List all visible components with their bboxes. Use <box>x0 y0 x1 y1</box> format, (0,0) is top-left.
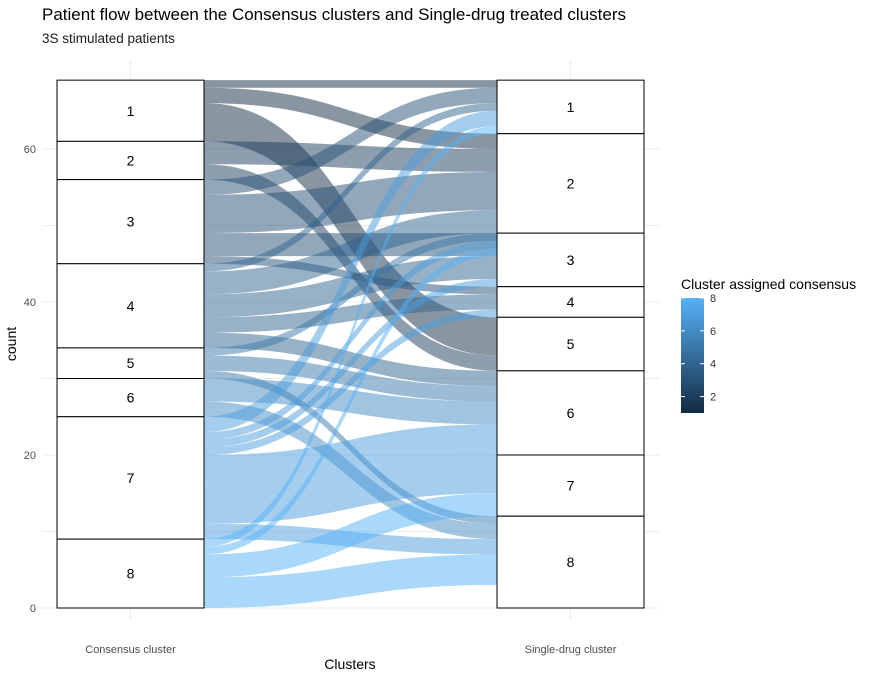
strata: 1 2 3 4 5 6 7 8 1 2 3 4 5 6 7 8 <box>56 79 645 609</box>
stratum-label: 4 <box>127 298 135 314</box>
legend-title: Cluster assigned consensus <box>681 276 856 292</box>
stratum-label: 7 <box>567 478 575 494</box>
flow-ribbon <box>204 233 497 356</box>
flow-ribbon <box>204 210 497 295</box>
stratum-label: 6 <box>127 390 135 406</box>
y-tick-label: 0 <box>30 603 36 615</box>
stratum-label: 2 <box>567 175 575 191</box>
flow-ribbon <box>204 103 497 356</box>
flow-ribbon <box>204 110 497 433</box>
legend-colorbar <box>681 298 704 413</box>
x-tick-label: Single-drug cluster <box>525 644 617 656</box>
stratum-box <box>56 263 205 349</box>
stratum-box <box>496 316 645 372</box>
stratum-label: 6 <box>567 405 575 421</box>
stratum-box <box>496 79 645 135</box>
y-axis: 0 20 40 60 <box>24 144 36 615</box>
chart-title: Patient flow between the Consensus clust… <box>42 5 626 24</box>
stratum-box <box>496 286 645 318</box>
flow-ribbon <box>204 279 497 448</box>
flow-ribbon <box>204 248 497 555</box>
flow-ribbon <box>204 87 497 195</box>
flow-ribbon <box>204 87 497 149</box>
legend-tick-label: 4 <box>710 359 716 371</box>
stratum-box <box>56 79 205 142</box>
stratum-label: 1 <box>127 103 135 119</box>
flow-ribbon <box>204 240 497 440</box>
stratum-label: 8 <box>127 566 135 582</box>
flow-ribbon <box>204 80 497 88</box>
stratum-label: 8 <box>567 554 575 570</box>
x-axis: Consensus cluster Single-drug cluster <box>85 644 616 656</box>
y-tick-label: 40 <box>24 297 36 309</box>
stratum-label: 4 <box>567 294 575 310</box>
legend-tick-label: 6 <box>710 326 716 338</box>
legend-tick-label: 2 <box>710 392 716 404</box>
flow-ribbon <box>204 171 497 234</box>
flow-ribbon <box>204 554 497 608</box>
stratum-label: 3 <box>127 214 135 230</box>
y-axis-title: count <box>3 327 19 361</box>
stratum-label: 3 <box>567 252 575 268</box>
y-tick-label: 60 <box>24 144 36 156</box>
stratum-box <box>56 347 205 379</box>
stratum-box <box>496 370 645 456</box>
chart-subtitle: 3S stimulated patients <box>42 31 175 46</box>
legend-tick-label: 8 <box>710 293 716 305</box>
stratum-box <box>56 538 205 609</box>
flow-ribbon <box>204 126 497 547</box>
stratum-label: 7 <box>127 470 135 486</box>
stratum-box <box>496 232 645 288</box>
stratum-box <box>56 416 205 540</box>
x-axis-title: Clusters <box>324 656 375 672</box>
stratum-label: 1 <box>567 99 575 115</box>
stratum-box <box>496 454 645 517</box>
legend: Cluster assigned consensus 2 4 6 8 <box>681 276 856 413</box>
stratum-label: 5 <box>127 355 135 371</box>
stratum-box <box>56 378 205 418</box>
stratum-box <box>496 133 645 234</box>
flow-ribbon <box>204 294 497 333</box>
flow-ribbons <box>204 80 497 608</box>
stratum-label: 5 <box>567 336 575 352</box>
flow-ribbon <box>204 493 497 578</box>
flow-ribbon <box>204 309 497 455</box>
flow-ribbon <box>204 103 497 272</box>
flow-ribbon <box>204 455 497 524</box>
stratum-box <box>496 515 645 609</box>
stratum-box <box>56 179 205 265</box>
x-tick-label: Consensus cluster <box>85 644 176 656</box>
stratum-label: 2 <box>127 152 135 168</box>
flow-ribbon <box>204 424 497 486</box>
flow-ribbon <box>204 256 497 318</box>
y-tick-label: 20 <box>24 450 36 462</box>
stratum-box <box>56 140 205 181</box>
